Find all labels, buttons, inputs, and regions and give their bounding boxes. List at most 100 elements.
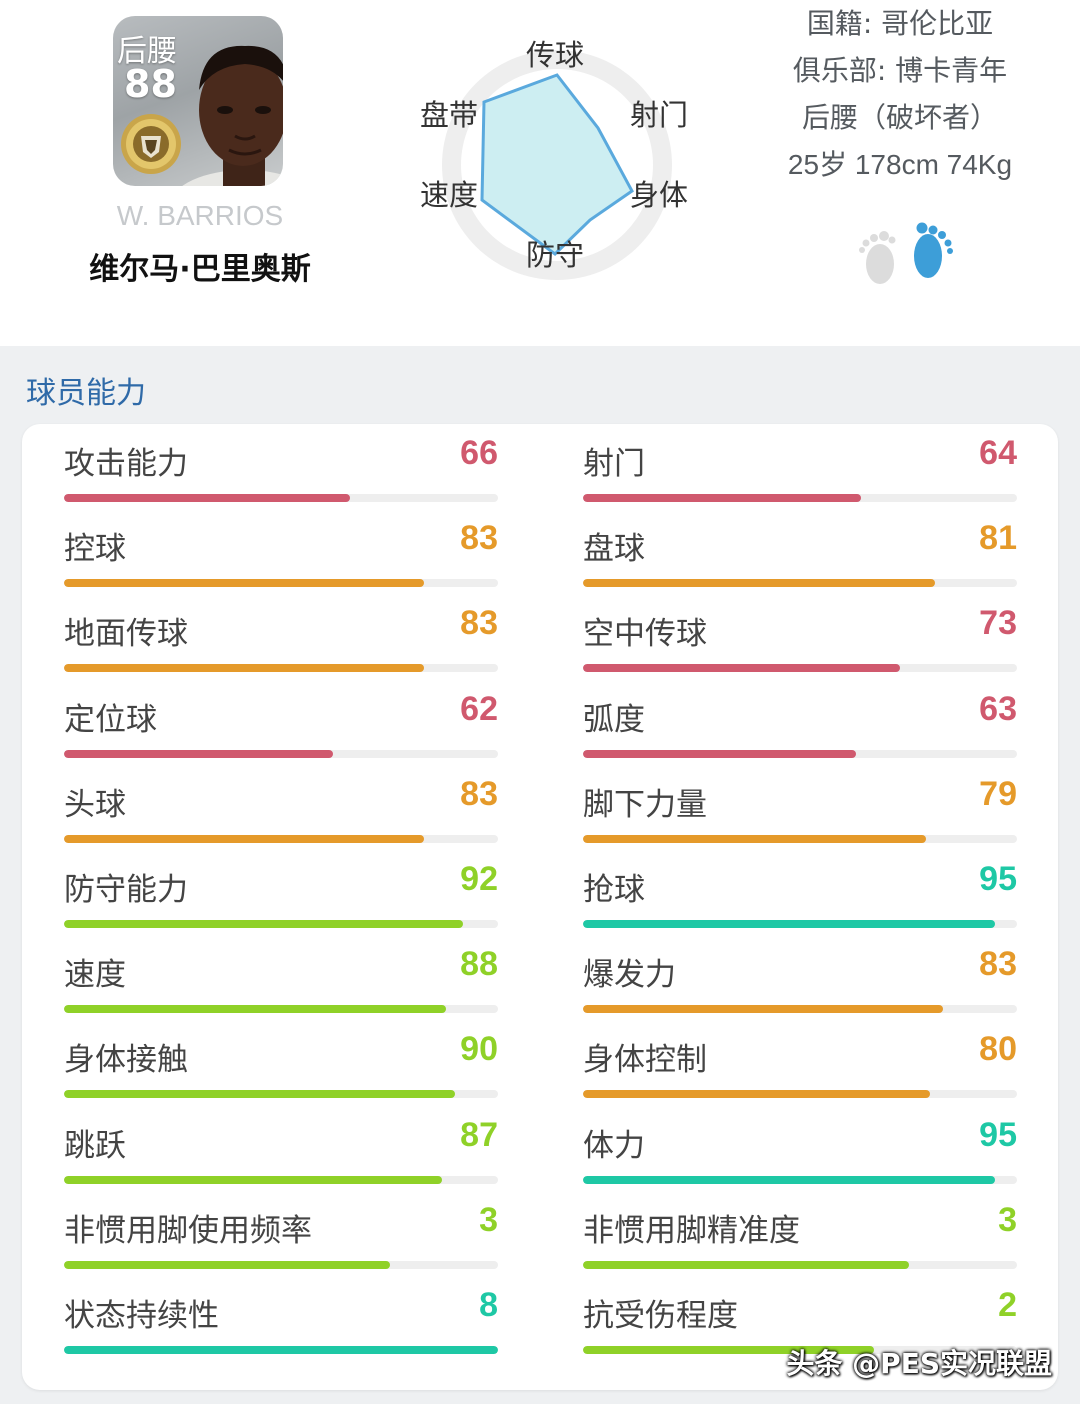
ability-bar-track [583, 1005, 1017, 1014]
ability-value: 87 [460, 1115, 498, 1154]
ability-bar-fill [64, 494, 351, 502]
ability-bar-fill [583, 1345, 874, 1354]
ability-value: 81 [979, 519, 1017, 558]
ability-row: 状态持续性 8 [64, 1276, 498, 1361]
ability-bar-track [64, 1175, 498, 1184]
radar-polygon [480, 73, 634, 256]
ability-bar-fill [583, 664, 900, 673]
player-header: 后腰 88 W. BARRIOS 维尔马·巴里奥斯 传球 射门 身体 防守 速度… [0, 0, 1080, 346]
radar-graphic [442, 50, 672, 280]
ability-row: 身体接触 90 [64, 1020, 498, 1105]
ability-bar-fill [64, 749, 334, 758]
ability-bar-fill [583, 1090, 931, 1099]
ability-row: 头球 83 [64, 765, 498, 850]
nationality-text: 国籍: 哥伦比亚 [806, 7, 994, 40]
ability-value: 79 [979, 774, 1017, 813]
ability-bar-track [64, 834, 498, 843]
footedness-icon [859, 222, 953, 284]
ability-row: 射门 64 [583, 424, 1017, 509]
ability-bar-fill [583, 919, 996, 928]
ability-label: 攻击能力 [64, 446, 188, 482]
radar-label-passing: 传球 [526, 38, 585, 72]
ability-label: 状态持续性 [64, 1297, 219, 1334]
ability-label: 脚下力量 [583, 786, 707, 823]
ability-label: 盘球 [583, 531, 645, 568]
ability-bar-track [583, 1345, 1017, 1354]
ability-row: 控球 83 [64, 509, 498, 594]
ability-label: 体力 [583, 1127, 645, 1164]
ability-bar-fill [583, 579, 935, 588]
ability-value: 73 [979, 604, 1017, 643]
ability-row: 空中传球 73 [583, 594, 1017, 679]
ability-bar-track [583, 919, 1017, 928]
ability-bar-track [583, 494, 1017, 502]
ability-row: 定位球 62 [64, 680, 498, 765]
ability-row: 抢球 95 [583, 850, 1017, 935]
ability-value: 95 [979, 1115, 1017, 1154]
ability-bar-track [64, 1260, 498, 1269]
player-info: 国籍: 哥伦比亚 俱乐部: 博卡青年 后腰（破坏者） 25岁 178cm 74K… [760, 0, 1040, 188]
ability-label: 抗受伤程度 [583, 1297, 738, 1334]
ability-value: 2 [998, 1285, 1017, 1324]
ability-label: 身体控制 [583, 1042, 707, 1079]
ability-value: 3 [998, 1200, 1017, 1239]
ability-value: 80 [979, 1030, 1017, 1069]
club-badge-icon [121, 114, 181, 174]
ability-bar-track [64, 749, 498, 758]
ability-row: 盘球 81 [583, 509, 1017, 594]
ability-row: 弧度 63 [583, 680, 1017, 765]
ability-row: 地面传球 83 [64, 594, 498, 679]
ability-value: 66 [460, 434, 498, 472]
ability-bar-track [583, 1090, 1017, 1099]
ability-row: 体力 95 [583, 1106, 1017, 1191]
ability-bar-fill [64, 1175, 442, 1184]
abilities-right-column: 射门 64 盘球 81 空中传球 73 弧度 63 脚下力量 79 抢球 95 爆发力 83 身体控制 80 体… [583, 424, 1017, 1361]
ability-label: 控球 [64, 531, 126, 568]
ability-bar-fill [64, 664, 425, 673]
ability-label: 头球 [64, 786, 126, 823]
ability-bar-track [64, 579, 498, 588]
ability-bar-track [583, 664, 1017, 673]
ability-bar-fill [583, 494, 861, 502]
ability-label: 弧度 [583, 701, 645, 738]
ability-bar-fill [583, 749, 857, 758]
ability-value: 83 [460, 774, 498, 813]
player-name-en: W. BARRIOS [116, 200, 284, 231]
ability-label: 非惯用脚使用频率 [64, 1212, 312, 1249]
watermark: 头条 @PES实况联盟 [786, 1347, 1052, 1380]
ability-bar-track [583, 579, 1017, 588]
ability-bar-track [64, 664, 498, 673]
position-label: 后腰 [117, 34, 177, 69]
ability-bar-fill [64, 1260, 390, 1269]
ability-label: 身体接触 [64, 1042, 188, 1079]
player-portrait [182, 45, 283, 186]
ability-bar-track [583, 749, 1017, 758]
ability-label: 空中传球 [583, 616, 707, 653]
ability-bar-track [64, 494, 498, 502]
ability-bar-fill [583, 1175, 996, 1184]
player-name-cn: 维尔马·巴里奥斯 [89, 252, 311, 287]
ability-value: 3 [479, 1200, 498, 1239]
player-card[interactable]: 后腰 88 [113, 16, 283, 186]
ability-row: 身体控制 80 [583, 1020, 1017, 1105]
ability-value: 95 [979, 859, 1017, 898]
ability-row: 速度 88 [64, 935, 498, 1020]
ability-row: 爆发力 83 [583, 935, 1017, 1020]
abilities-left-column: 攻击能力 66 控球 83 地面传球 83 定位球 62 头球 83 防守能力 92 速度 88 身体接触 9… [64, 424, 498, 1361]
ability-bar-fill [64, 1345, 498, 1354]
radar-label-defense: 防守 [526, 238, 585, 272]
ability-bar-track [583, 1260, 1017, 1269]
ability-value: 83 [979, 945, 1017, 984]
ability-bar-fill [583, 1005, 944, 1014]
ability-value: 64 [979, 434, 1017, 472]
bio-text: 25岁 178cm 74Kg [787, 149, 1013, 180]
ability-label: 射门 [583, 446, 645, 482]
ability-row: 攻击能力 66 [64, 424, 498, 509]
ability-bar-fill [64, 1090, 455, 1099]
ability-bar-fill [583, 1260, 909, 1269]
ability-label: 跳跃 [64, 1127, 126, 1164]
ability-value: 92 [460, 859, 498, 898]
ability-label: 地面传球 [64, 616, 188, 653]
ability-bar-fill [64, 1005, 446, 1014]
ability-value: 8 [479, 1285, 498, 1324]
